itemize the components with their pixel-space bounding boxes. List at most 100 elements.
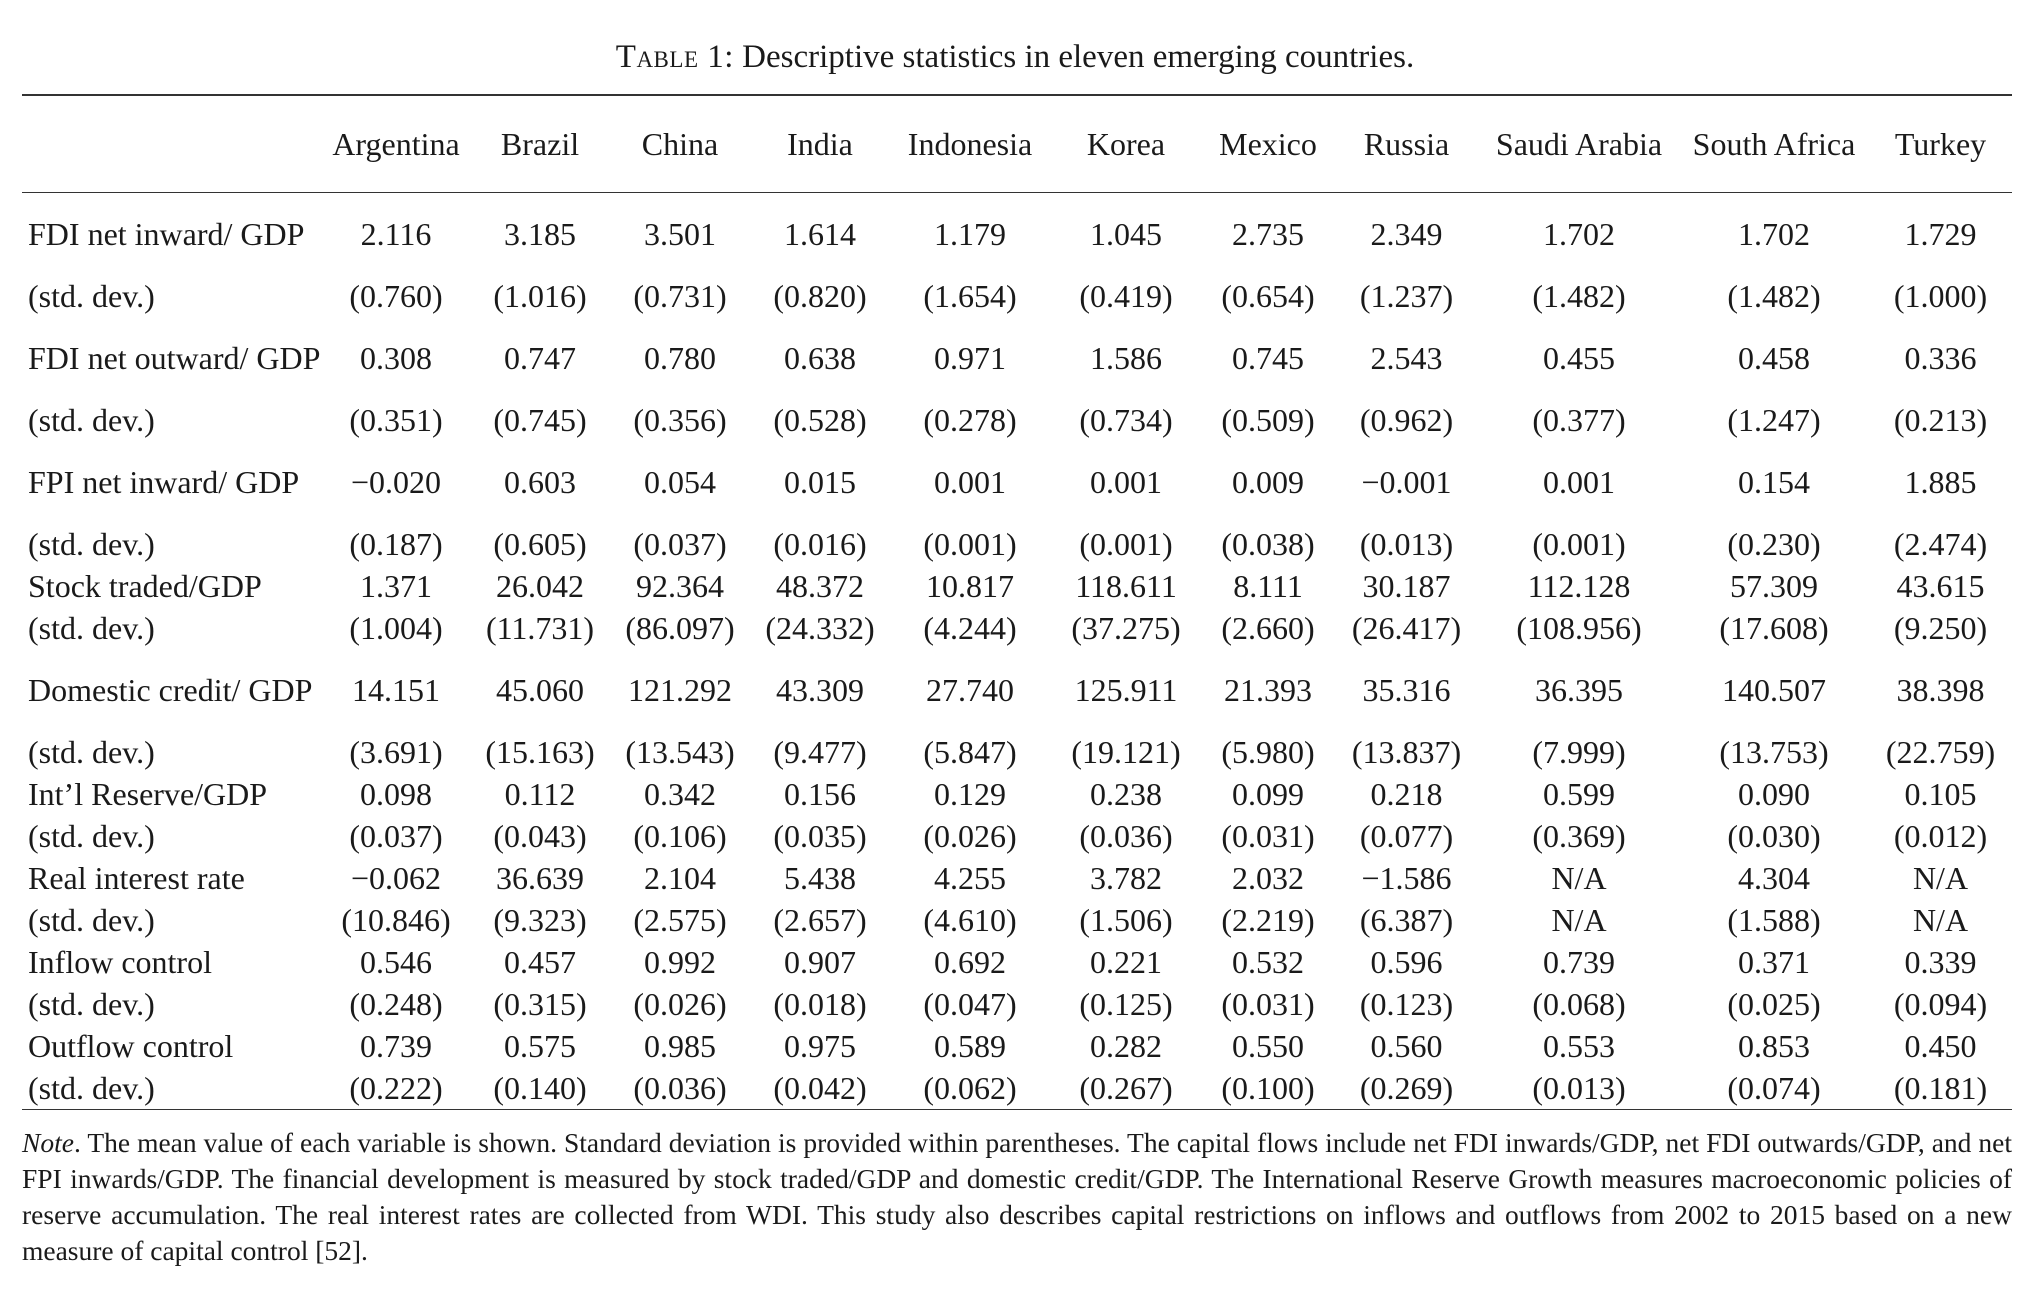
table-cell: N/A: [1551, 902, 1607, 938]
row-label: Inflow control: [28, 944, 212, 980]
row-label: (std. dev.): [28, 902, 155, 938]
table-cell: 0.992: [644, 944, 716, 980]
table-cell: (108.956): [1516, 610, 1642, 646]
table-cell: (0.369): [1532, 818, 1626, 854]
table-cell: (4.244): [923, 610, 1017, 646]
table-cell: 0.336: [1904, 340, 1977, 376]
row-label: (std. dev.): [28, 610, 155, 646]
table-cell: (2.474): [1893, 526, 1988, 562]
table-cell: 5.438: [784, 860, 856, 896]
table-cell: (0.018): [773, 986, 867, 1022]
descriptive-statistics-table: Argentina Brazil China India Indonesia Korea M…: [22, 94, 2012, 1110]
table-cell: 4.304: [1738, 860, 1810, 896]
table-cell: (86.097): [625, 610, 735, 646]
row-label: (std. dev.): [28, 278, 155, 314]
table-cell: (1.588): [1727, 902, 1821, 938]
table-cell: (0.248): [349, 986, 443, 1022]
table-cell: 1.614: [784, 216, 856, 252]
table-cell: (0.278): [923, 402, 1017, 438]
column-header: India: [787, 126, 853, 162]
table-cell: 0.112: [504, 776, 576, 812]
table-cell: (9.323): [493, 902, 587, 938]
table-cell: (19.121): [1071, 734, 1181, 770]
table-cell: (10.846): [341, 902, 451, 938]
table-cell: 3.501: [644, 216, 716, 252]
table-cell: 2.543: [1370, 340, 1443, 376]
table-cell: (0.509): [1221, 402, 1315, 438]
table-cell: (0.038): [1221, 526, 1315, 562]
table-cell: (0.031): [1221, 986, 1315, 1022]
table-cell: 1.729: [1904, 216, 1977, 252]
table-cell: (0.351): [349, 402, 443, 438]
table-cell: (22.759): [1885, 734, 1996, 770]
table-caption: Table 1: Descriptive statistics in eleve…: [0, 34, 2030, 80]
table-cell: 26.042: [496, 568, 584, 604]
table-cell: (13.543): [625, 734, 735, 770]
table-cell: (9.250): [1893, 610, 1988, 646]
table-cell: (0.025): [1727, 986, 1821, 1022]
table-cell: 35.316: [1362, 672, 1451, 708]
table-cell: 0.342: [644, 776, 716, 812]
table-cell: (0.269): [1359, 1070, 1454, 1106]
table-cell: 0.282: [1090, 1028, 1162, 1064]
row-label: Int’l Reserve/GDP: [28, 776, 268, 812]
table-cell: (15.163): [485, 734, 595, 770]
table-cell: 0.747: [504, 340, 576, 376]
table-cell: 0.599: [1543, 776, 1615, 812]
row-label: FDI net outward/ GDP: [28, 340, 321, 376]
table-cell: (0.213): [1893, 402, 1988, 438]
table-cell: (0.315): [493, 986, 587, 1022]
table-cell: 125.911: [1074, 672, 1178, 708]
table-cell: 118.611: [1075, 568, 1177, 604]
table-cell: 92.364: [636, 568, 724, 604]
table-cell: 1.179: [934, 216, 1006, 252]
table-row: (std. dev.) (0.037) (0.043) (0.106) (0.035) (…: [22, 815, 2012, 857]
table-row: (std. dev.) (10.846) (9.323) (2.575) (2.657)…: [22, 899, 2012, 941]
table-cell: 0.455: [1543, 340, 1615, 376]
table-cell: (0.016): [773, 526, 867, 562]
table-cell: (0.528): [773, 402, 867, 438]
table-cell: (1.482): [1532, 278, 1626, 314]
table-cell: (0.047): [923, 986, 1017, 1022]
table-cell: 0.156: [784, 776, 856, 812]
table-cell: 0.154: [1738, 464, 1810, 500]
table-cell: (2.219): [1221, 902, 1315, 938]
row-label: Stock traded/GDP: [28, 568, 262, 604]
table-cell: 0.692: [934, 944, 1006, 980]
table-cell: (1.000): [1893, 278, 1988, 314]
table-cell: 0.221: [1090, 944, 1162, 980]
table-cell: 2.116: [360, 216, 432, 252]
row-label: Outflow control: [28, 1028, 234, 1064]
table-cell: (0.731): [633, 278, 727, 314]
table-cell: 0.308: [360, 340, 432, 376]
table-cell: (1.506): [1079, 902, 1173, 938]
table-cell: 0.457: [504, 944, 576, 980]
table-row: FPI net inward/ GDP −0.020 0.603 0.054 0.015…: [22, 441, 2012, 523]
table-row: Int’l Reserve/GDP 0.098 0.112 0.342 0.156 0.1…: [22, 773, 2012, 815]
table-cell: N/A: [1551, 860, 1607, 896]
table-cell: (0.734): [1079, 402, 1173, 438]
table-cell: 0.099: [1232, 776, 1304, 812]
column-header: China: [641, 126, 719, 162]
table-cell: 0.129: [934, 776, 1006, 812]
row-label: (std. dev.): [28, 402, 155, 438]
row-label: (std. dev.): [28, 734, 155, 770]
table-cell: 0.009: [1232, 464, 1304, 500]
table-cell: (1.654): [923, 278, 1017, 314]
table-cell: 0.450: [1904, 1028, 1977, 1064]
table-row: (std. dev.) (0.760) (1.016) (0.731) (0.820) (…: [22, 275, 2012, 317]
row-label: FDI net inward/ GDP: [28, 216, 305, 252]
table-cell: (0.222): [349, 1070, 443, 1106]
row-label: Domestic credit/ GDP: [28, 672, 313, 708]
table-cell: (0.013): [1532, 1070, 1626, 1106]
table-cell: (0.140): [493, 1070, 587, 1106]
table-cell: (2.575): [633, 902, 727, 938]
table-cell: 1.371: [360, 568, 432, 604]
table-cell: (0.001): [1532, 526, 1626, 562]
table-cell: (0.037): [633, 526, 727, 562]
table-row: Domestic credit/ GDP 14.151 45.060 121.292 4…: [22, 649, 2012, 731]
table-cell: (0.030): [1727, 818, 1821, 854]
table-cell: 0.090: [1738, 776, 1810, 812]
table-cell: 0.907: [784, 944, 856, 980]
table-cell: 10.817: [926, 568, 1014, 604]
